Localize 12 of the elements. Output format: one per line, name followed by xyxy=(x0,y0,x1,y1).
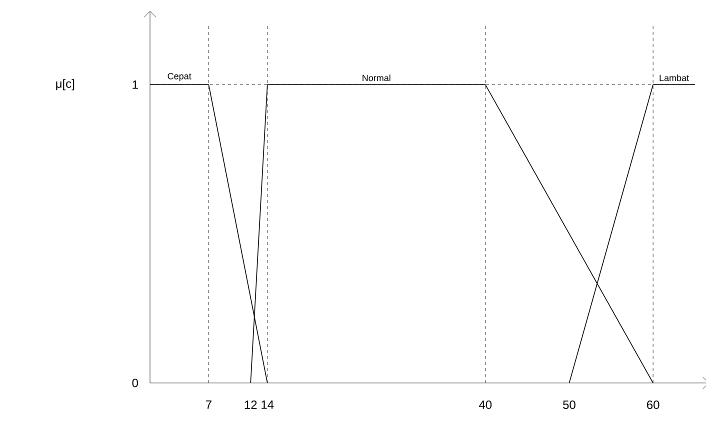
x-tick-label: 14 xyxy=(262,400,274,409)
x-tick-label: 40 xyxy=(478,400,492,410)
y-tick-label: 0 xyxy=(132,378,138,388)
series-label: Lambat xyxy=(660,74,689,82)
x-tick-label: 60 xyxy=(647,400,660,410)
y-axis-title: μ[c] xyxy=(56,79,74,90)
series-label: Cepat xyxy=(168,72,192,82)
x-tick-label: 7 xyxy=(206,400,212,409)
x-tick-label: 50 xyxy=(563,400,576,410)
series-label: Normal xyxy=(362,74,390,82)
x-tick-label: 12 xyxy=(244,400,257,409)
y-tick-label: 1 xyxy=(132,80,138,89)
